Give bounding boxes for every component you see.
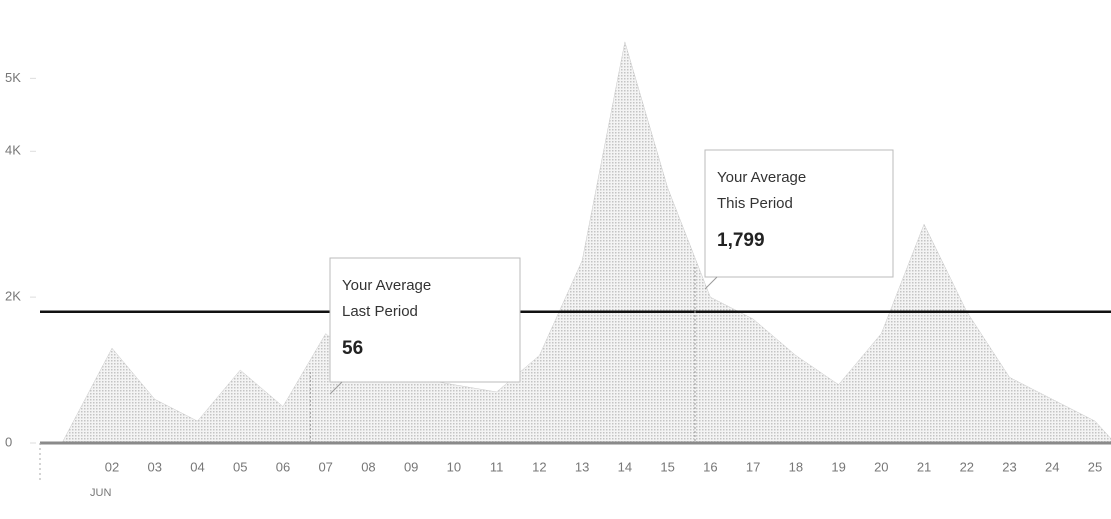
- callout-box: [329, 257, 521, 383]
- x-tick-label: 25: [1088, 459, 1102, 474]
- callout-text: This Period: [717, 195, 793, 212]
- x-tick-label: 18: [789, 459, 803, 474]
- x-tick-label: 13: [575, 459, 589, 474]
- x-tick-label: 02: [105, 459, 119, 474]
- callout-pointer: [704, 276, 718, 290]
- x-tick-label: 05: [233, 459, 247, 474]
- x-tick-label: 24: [1045, 459, 1059, 474]
- area: [61, 41, 1111, 444]
- x-tick-label: 09: [404, 459, 418, 474]
- x-tick-label: 19: [831, 459, 845, 474]
- x-tick-label: 06: [276, 459, 290, 474]
- y-tick-label: 2K: [5, 289, 21, 304]
- callout-value: 56: [342, 338, 363, 359]
- callout-value: 1,799: [717, 230, 765, 251]
- x-tick-label: 20: [874, 459, 888, 474]
- callout-text: Last Period: [342, 303, 418, 320]
- y-tick-label: 4K: [5, 143, 21, 158]
- x-tick-label: 08: [361, 459, 375, 474]
- callout-box: [704, 149, 894, 278]
- x-tick-label: 22: [960, 459, 974, 474]
- x-tick-label: 14: [618, 459, 632, 474]
- x-tick-label: 04: [190, 459, 204, 474]
- callout-pointer: [329, 381, 343, 395]
- x-tick-label: 12: [532, 459, 546, 474]
- x-tick-label: 16: [703, 459, 717, 474]
- y-tick-label: 5K: [5, 70, 21, 85]
- x-tick-label: 17: [746, 459, 760, 474]
- x-tick-label: 10: [447, 459, 461, 474]
- x-tick-label: 03: [148, 459, 162, 474]
- x-tick-label: 07: [318, 459, 332, 474]
- callout-text: Your Average: [342, 277, 431, 294]
- x-axis-label: JUN: [90, 487, 111, 499]
- x-tick-label: 15: [660, 459, 674, 474]
- x-tick-label: 23: [1002, 459, 1016, 474]
- y-tick-label: 0: [5, 434, 12, 449]
- x-tick-label: 21: [917, 459, 931, 474]
- callout-text: Your Average: [717, 169, 806, 186]
- x-tick-label: 11: [490, 459, 504, 474]
